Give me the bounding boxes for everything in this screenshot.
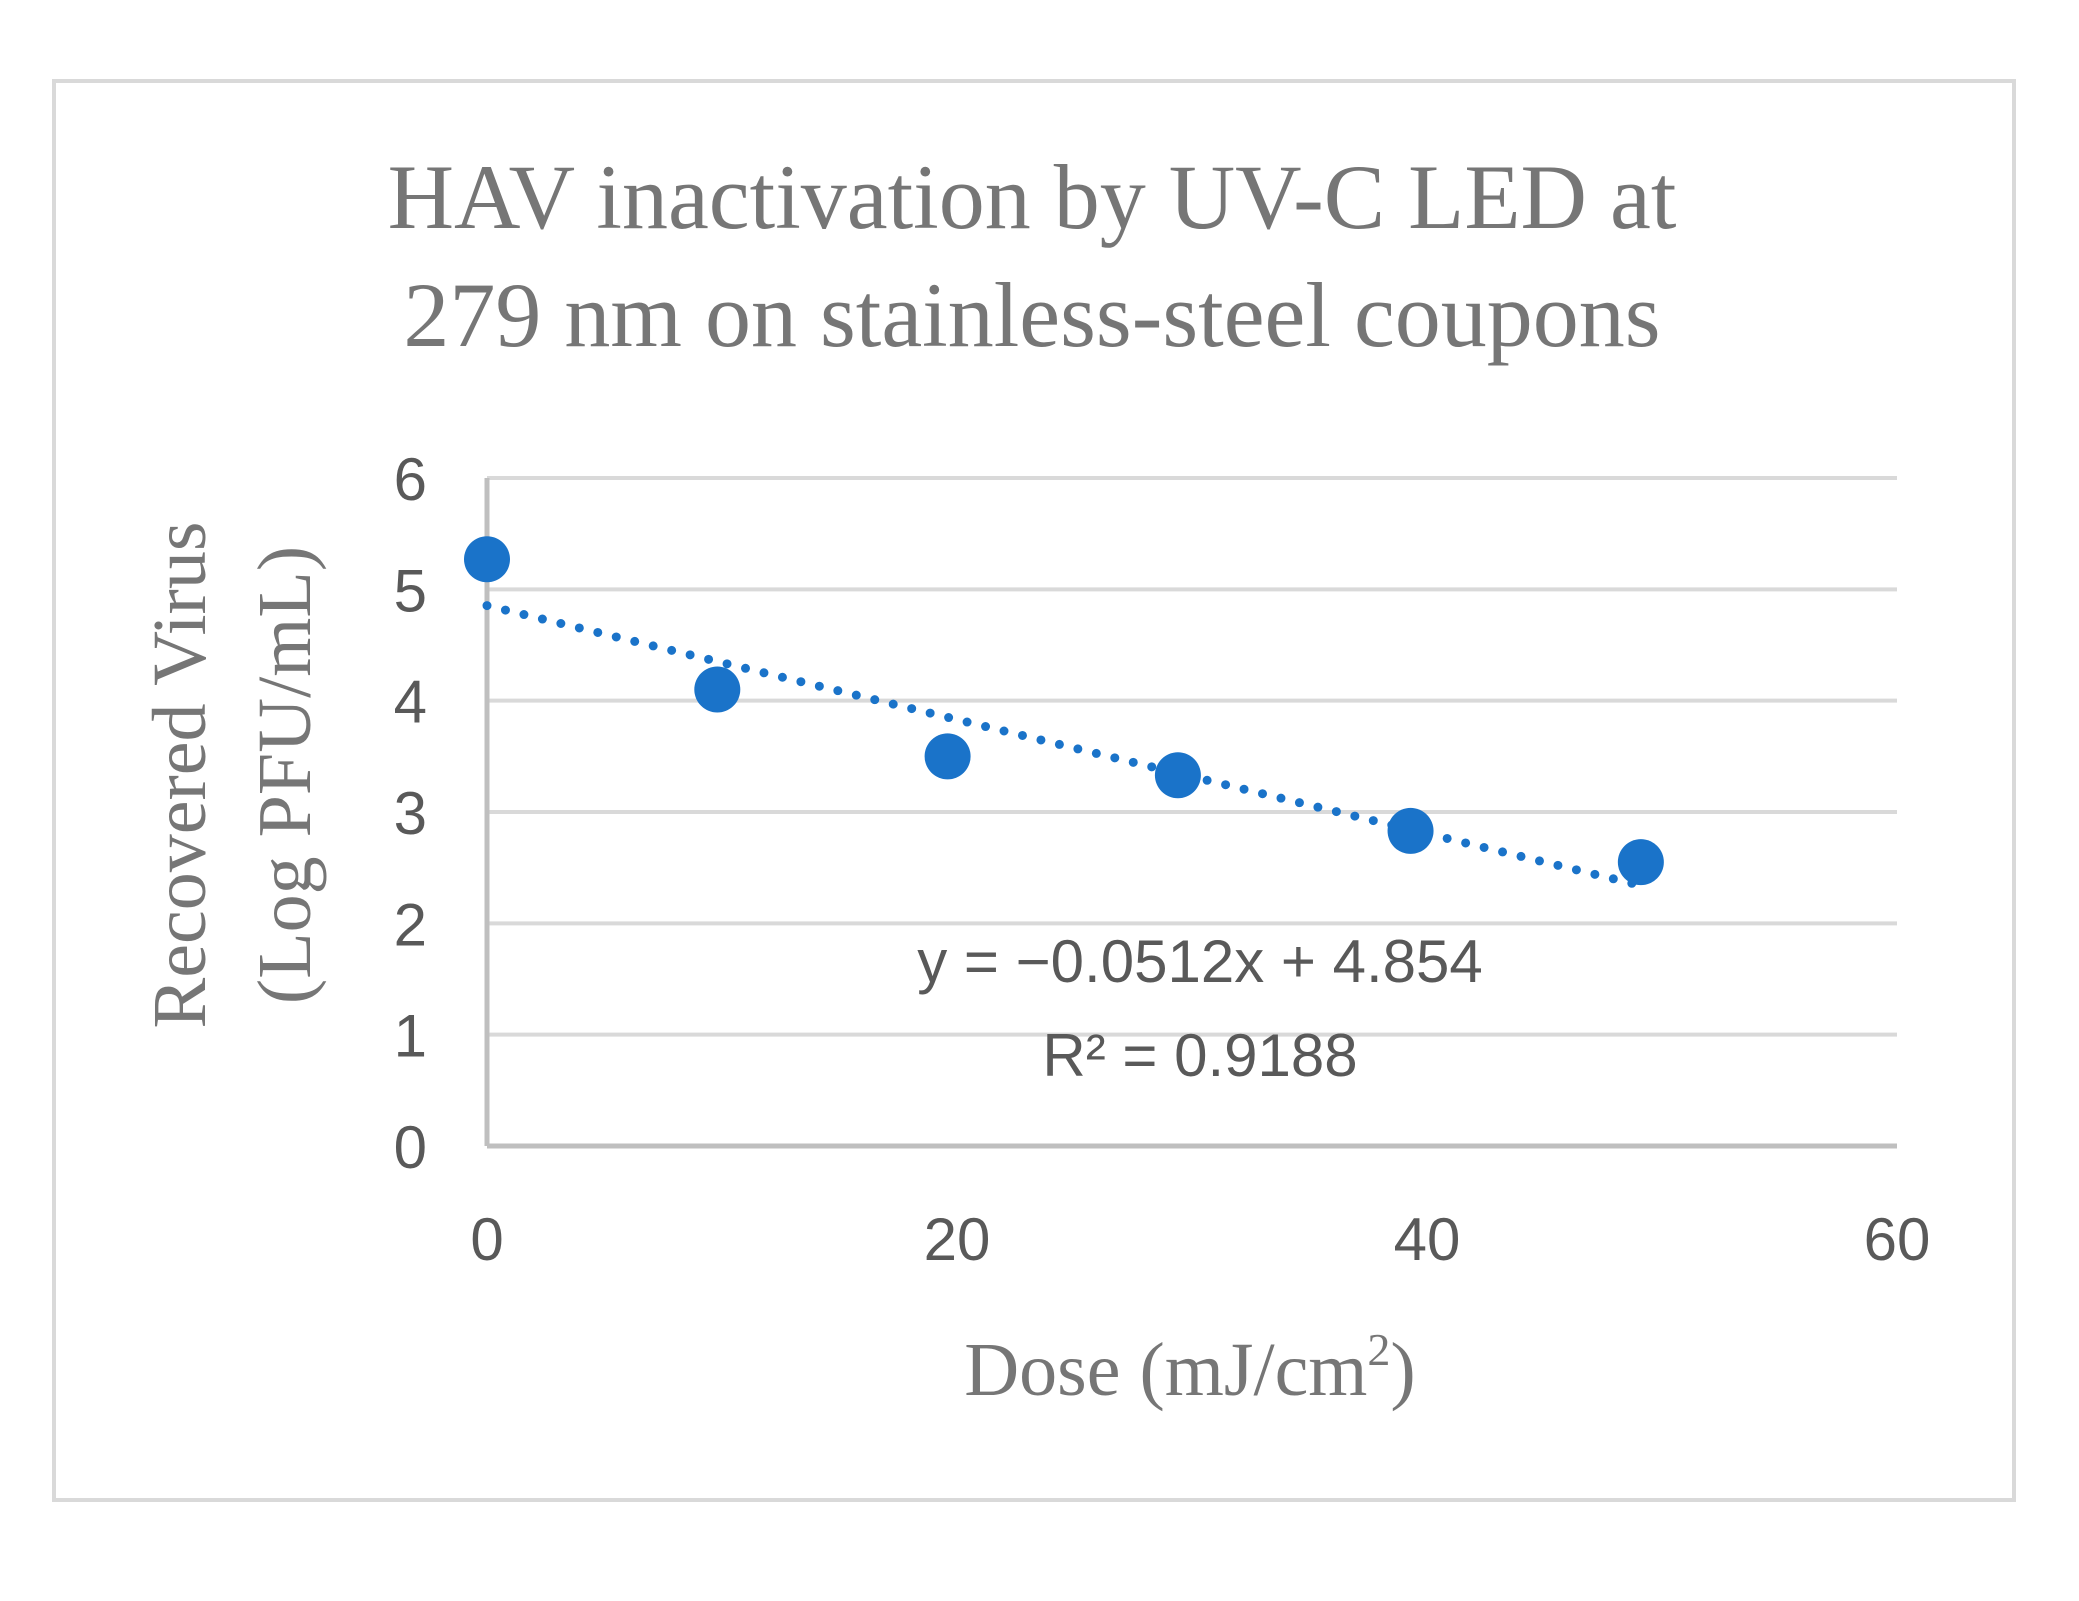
chart-title-line-1: HAV inactivation by UV-C LED at [388, 146, 1677, 248]
data-point [1387, 807, 1434, 854]
x-axis-label-close: ) [1390, 1328, 1415, 1412]
y-tick-label-2: 2 [394, 891, 427, 958]
trendline-group [482, 601, 1646, 890]
y-tick-label-0: 0 [394, 1114, 427, 1181]
trendline [482, 601, 1646, 890]
trendline-r-squared: R² = 0.9188 [1042, 1022, 1357, 1089]
x-tick-label-0: 0 [470, 1206, 503, 1273]
data-point [1617, 839, 1664, 886]
y-tick-label-5: 5 [394, 557, 427, 624]
data-point [1154, 752, 1201, 799]
trendline-equation: y = −0.0512x + 4.854 [917, 928, 1482, 995]
data-points [464, 536, 1664, 886]
y-axis-label-line-1: Recovered Virus [138, 522, 222, 1029]
y-tick-label-3: 3 [394, 780, 427, 847]
axes [484, 478, 1897, 1149]
y-tick-label-4: 4 [394, 669, 427, 736]
x-axis-label-superscript: 2 [1367, 1324, 1390, 1375]
x-axis-label-main: Dose (mJ/cm [964, 1328, 1367, 1412]
data-point [694, 666, 741, 713]
x-tick-label-20: 20 [924, 1206, 991, 1273]
chart-frame [52, 79, 2016, 1502]
x-tick-label-40: 40 [1394, 1206, 1461, 1273]
y-tick-label-6: 6 [394, 446, 427, 513]
chart-title-line-2: 279 nm on stainless-steel coupons [403, 264, 1660, 366]
x-tick-label-60: 60 [1864, 1206, 1931, 1273]
x-axis-label: Dose (mJ/cm2) [964, 1324, 1415, 1412]
grid-lines [487, 476, 1897, 1037]
data-point [464, 536, 510, 583]
data-point [924, 733, 971, 780]
y-tick-label-1: 1 [394, 1003, 427, 1070]
y-axis-label-line-2: (Log PFU/mL) [243, 546, 327, 1004]
